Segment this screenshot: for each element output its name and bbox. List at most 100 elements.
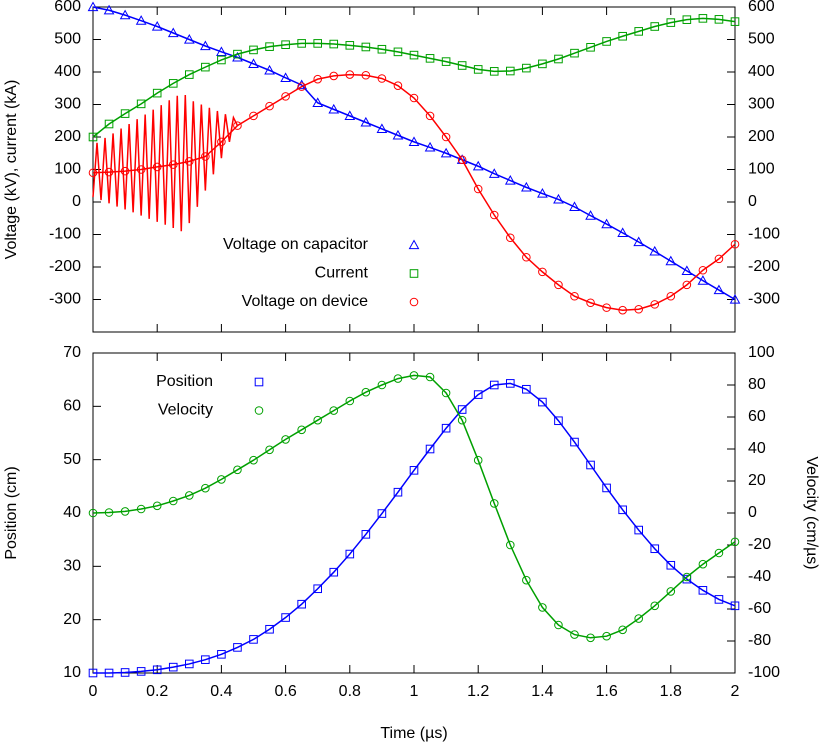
y2-tick-label: -20 [748, 536, 771, 553]
data-point [377, 74, 387, 83]
data-point [151, 20, 163, 31]
data-point [618, 505, 627, 515]
y2-axis-label: Velocity (cm/µs) [803, 456, 820, 569]
data-point [88, 508, 98, 518]
data-point [698, 586, 708, 595]
data-point [104, 167, 114, 177]
data-point [441, 388, 451, 398]
data-point [376, 123, 388, 133]
y2-tick-label: 80 [748, 376, 766, 393]
data-point [682, 574, 692, 584]
data-point [618, 625, 627, 635]
data-point [554, 620, 563, 630]
data-point [714, 254, 724, 264]
data-point [136, 504, 146, 514]
data-point [730, 537, 740, 547]
series-line [92, 6, 736, 301]
legend-marker [408, 239, 420, 250]
data-point [136, 165, 146, 174]
y2-tick-label: -40 [748, 568, 771, 585]
data-point [152, 501, 162, 511]
data-point [408, 136, 420, 146]
data-point [296, 79, 307, 90]
data-point [393, 47, 403, 57]
data-point [345, 70, 355, 79]
y2-tick-label: 500 [748, 31, 775, 48]
y-tick-label: 200 [54, 128, 81, 145]
data-point [329, 71, 339, 81]
y2-tick-label: 600 [748, 0, 775, 15]
data-point [697, 275, 709, 285]
data-point [457, 415, 467, 425]
y-tick-label: 500 [54, 31, 81, 48]
data-point [553, 193, 564, 204]
data-point [249, 45, 258, 55]
x-tick-label: 0 [89, 683, 98, 700]
y-tick-label: 70 [63, 344, 81, 361]
data-point [585, 210, 596, 220]
data-point [88, 132, 98, 142]
data-point [104, 119, 114, 129]
data-point [120, 507, 130, 516]
y-tick-label: -100 [49, 226, 81, 243]
x-tick-label: 0.4 [210, 683, 232, 700]
data-point [103, 4, 115, 15]
data-point [569, 201, 580, 211]
data-point [729, 293, 741, 304]
data-point [248, 58, 259, 68]
plot-frame [92, 6, 736, 333]
data-point [489, 210, 499, 220]
x-tick-label: 1 [410, 683, 419, 700]
data-point [87, 1, 99, 12]
data-point [281, 92, 290, 101]
data-point [538, 603, 547, 612]
x-axis-label: Time (µs) [380, 725, 447, 742]
data-point [265, 445, 274, 455]
data-point [120, 668, 130, 677]
legend-label: Position [156, 373, 213, 390]
data-point [506, 233, 515, 243]
data-point [602, 37, 611, 46]
y2-tick-label: 40 [748, 440, 766, 457]
data-point [217, 55, 226, 65]
data-point [104, 508, 114, 517]
data-point [168, 79, 178, 88]
data-point [506, 379, 515, 388]
data-point [88, 168, 98, 178]
data-point [682, 572, 692, 582]
data-point [489, 380, 499, 390]
x-tick-label: 0.6 [274, 683, 296, 700]
data-point [489, 67, 499, 76]
data-point [217, 650, 226, 659]
data-point [425, 54, 435, 63]
data-point [425, 372, 435, 382]
x-tick-label: 0.8 [339, 683, 361, 700]
data-point [473, 390, 483, 399]
data-point [313, 584, 322, 594]
data-point [313, 74, 323, 84]
data-point [281, 613, 290, 622]
data-point [168, 496, 178, 506]
data-point [377, 509, 387, 518]
data-point [618, 305, 627, 315]
x-tick-label: 1.6 [595, 683, 617, 700]
data-point [537, 188, 548, 198]
data-point [698, 265, 708, 275]
data-point [441, 423, 451, 433]
y-axis-label: Voltage (kV), current (kA) [3, 80, 20, 260]
y2-tick-label: 100 [748, 161, 775, 178]
data-point [344, 110, 356, 120]
x-tick-label: 0.2 [146, 683, 168, 700]
data-point [602, 631, 611, 641]
data-point [377, 44, 387, 54]
data-point [265, 624, 274, 634]
legend-label: Voltage on device [242, 293, 368, 310]
data-point [345, 549, 355, 559]
data-point [570, 48, 579, 58]
data-point [233, 49, 242, 59]
data-point [506, 66, 515, 76]
data-point [714, 15, 724, 24]
y2-tick-label: -300 [748, 291, 780, 308]
legend-label: Voltage on capacitor [223, 236, 369, 253]
data-point [183, 33, 195, 44]
